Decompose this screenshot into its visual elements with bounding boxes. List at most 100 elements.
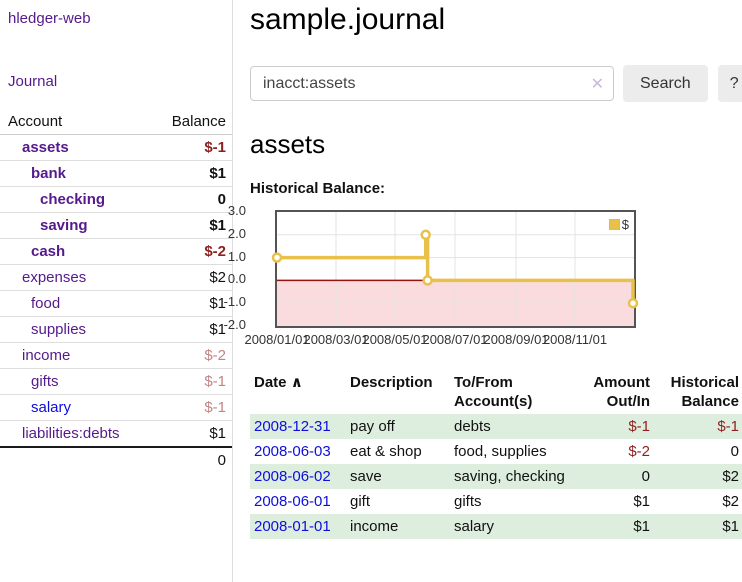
transaction-balance: 0 (730, 443, 739, 460)
register-row: 2008-06-03 eat & shop food, supplies $-2… (250, 439, 742, 464)
account-row-liabilities-debts: liabilities:debts $1 (0, 421, 232, 447)
accounts-total-row: 0 (0, 446, 232, 473)
accounts-table: Account Balance assets $-1 bank $1 check… (0, 109, 232, 473)
account-balance: 0 (217, 191, 226, 208)
account-row-expenses: expenses $2 (0, 265, 232, 291)
brand-link[interactable]: hledger-web (8, 10, 91, 27)
account-row-income: income $-2 (0, 343, 232, 369)
column-header-balance: Historical Balance (670, 374, 739, 410)
transaction-description: pay off (350, 418, 395, 435)
account-link-gifts[interactable]: gifts (31, 373, 59, 390)
data-point-markers (271, 229, 639, 309)
register-row: 2008-01-01 income salary $1 $1 (250, 514, 742, 539)
account-link-supplies[interactable]: supplies (31, 321, 87, 338)
account-row-cash: cash $-2 (0, 239, 232, 265)
chart-title: Historical Balance: (250, 180, 386, 197)
transaction-amount: $1 (633, 518, 650, 535)
y-tick: 3.0 (227, 203, 246, 218)
account-balance: $1 (209, 217, 226, 234)
account-link-liabilities-debts[interactable]: liabilities:debts (22, 425, 120, 442)
transaction-date-link[interactable]: 2008-12-31 (254, 418, 331, 435)
transaction-amount: $1 (633, 493, 650, 510)
register-row: 2008-12-31 pay off debts $-1 $-1 (250, 414, 742, 439)
transaction-date-link[interactable]: 2008-06-03 (254, 443, 331, 460)
account-row-food: food $1 (0, 291, 232, 317)
sidebar-item-journal[interactable]: Journal (8, 73, 58, 90)
sort-ascending-icon: ∧ (290, 374, 303, 391)
register-header-row: Date ∧ Description To/From Account(s) Am… (250, 370, 742, 414)
transaction-description: eat & shop (350, 443, 422, 460)
transaction-balance: $1 (722, 518, 739, 535)
sidebar: hledger-web Journal Account Balance asse… (0, 0, 233, 582)
account-heading: assets (250, 129, 326, 159)
column-header-date[interactable]: Date ∧ (250, 370, 346, 414)
transaction-description: income (350, 518, 399, 535)
transaction-accounts: saving, checking (454, 468, 565, 485)
clear-search-icon[interactable]: ✕ (590, 76, 604, 93)
account-link-expenses[interactable]: expenses (22, 269, 87, 286)
x-tick: 2008/03/01 (303, 332, 369, 347)
main-content: sample.journal ✕ Search ? assets Histori… (224, 0, 742, 582)
transaction-balance: $2 (722, 493, 739, 510)
column-header-date-label: Date (254, 374, 287, 391)
search-input[interactable] (250, 66, 614, 101)
y-tick: 1.0 (227, 249, 246, 264)
x-tick: 2008/01/01 (244, 332, 310, 347)
chart-svg (271, 212, 639, 326)
transaction-balance: $2 (722, 468, 739, 485)
search-form: ✕ Search ? (250, 65, 742, 102)
column-header-description: Description (350, 374, 433, 391)
account-balance: $-1 (204, 139, 226, 156)
register-row: 2008-06-02 save saving, checking 0 $2 (250, 464, 742, 489)
x-tick: 2008/07/01 (422, 332, 488, 347)
account-row-bank: bank $1 (0, 161, 232, 187)
account-link-saving[interactable]: saving (40, 217, 88, 234)
account-row-salary: salary $-1 (0, 395, 232, 421)
account-link-salary[interactable]: salary (31, 399, 72, 416)
page-title: sample.journal (250, 3, 446, 36)
legend-label: $ (621, 217, 629, 232)
x-tick: 2008/09/01 (483, 332, 549, 347)
transaction-accounts: gifts (454, 493, 482, 510)
accounts-header-balance: Balance (171, 113, 226, 130)
transaction-balance: $-1 (717, 418, 739, 435)
account-balance: $1 (209, 425, 226, 442)
transaction-date-link[interactable]: 2008-06-01 (254, 493, 331, 510)
account-link-assets[interactable]: assets (22, 139, 69, 156)
account-link-food[interactable]: food (31, 295, 61, 312)
account-link-bank[interactable]: bank (31, 165, 67, 182)
account-balance: $2 (209, 269, 226, 286)
transaction-date-link[interactable]: 2008-06-02 (254, 468, 331, 485)
transaction-accounts: salary (454, 518, 495, 535)
account-balance: $1 (209, 165, 226, 182)
y-tick: -1.0 (223, 294, 246, 309)
transaction-accounts: debts (454, 418, 491, 435)
account-link-income[interactable]: income (22, 347, 71, 364)
y-tick: 0.0 (227, 271, 246, 286)
account-balance: $-2 (204, 347, 226, 364)
transaction-date-link[interactable]: 2008-01-01 (254, 518, 331, 535)
chart-legend: $ (606, 216, 631, 233)
column-header-accounts: To/From Account(s) (454, 374, 533, 410)
account-row-supplies: supplies $1 (0, 317, 232, 343)
plot-area: $ (271, 210, 639, 328)
account-balance: $1 (209, 321, 226, 338)
historical-balance-chart: 3.0 2.0 1.0 0.0 -1.0 -2.0 (224, 204, 742, 348)
register-row: 2008-06-01 gift gifts $1 $2 (250, 489, 742, 514)
accounts-table-header: Account Balance (0, 109, 232, 135)
transaction-amount: 0 (641, 468, 650, 485)
x-tick: 2008/11/01 (542, 332, 608, 347)
transaction-amount: $-2 (628, 443, 650, 460)
account-row-saving: saving $1 (0, 213, 232, 239)
account-balance: $1 (209, 295, 226, 312)
account-row-checking: checking 0 (0, 187, 232, 213)
transaction-amount: $-1 (628, 418, 650, 435)
help-button[interactable]: ? (717, 65, 742, 102)
account-link-cash[interactable]: cash (31, 243, 66, 260)
column-header-amount: Amount Out/In (593, 374, 650, 410)
search-button[interactable]: Search (623, 65, 708, 102)
account-link-checking[interactable]: checking (40, 191, 106, 208)
accounts-total-value: 0 (217, 452, 226, 469)
y-tick: -2.0 (223, 317, 246, 332)
